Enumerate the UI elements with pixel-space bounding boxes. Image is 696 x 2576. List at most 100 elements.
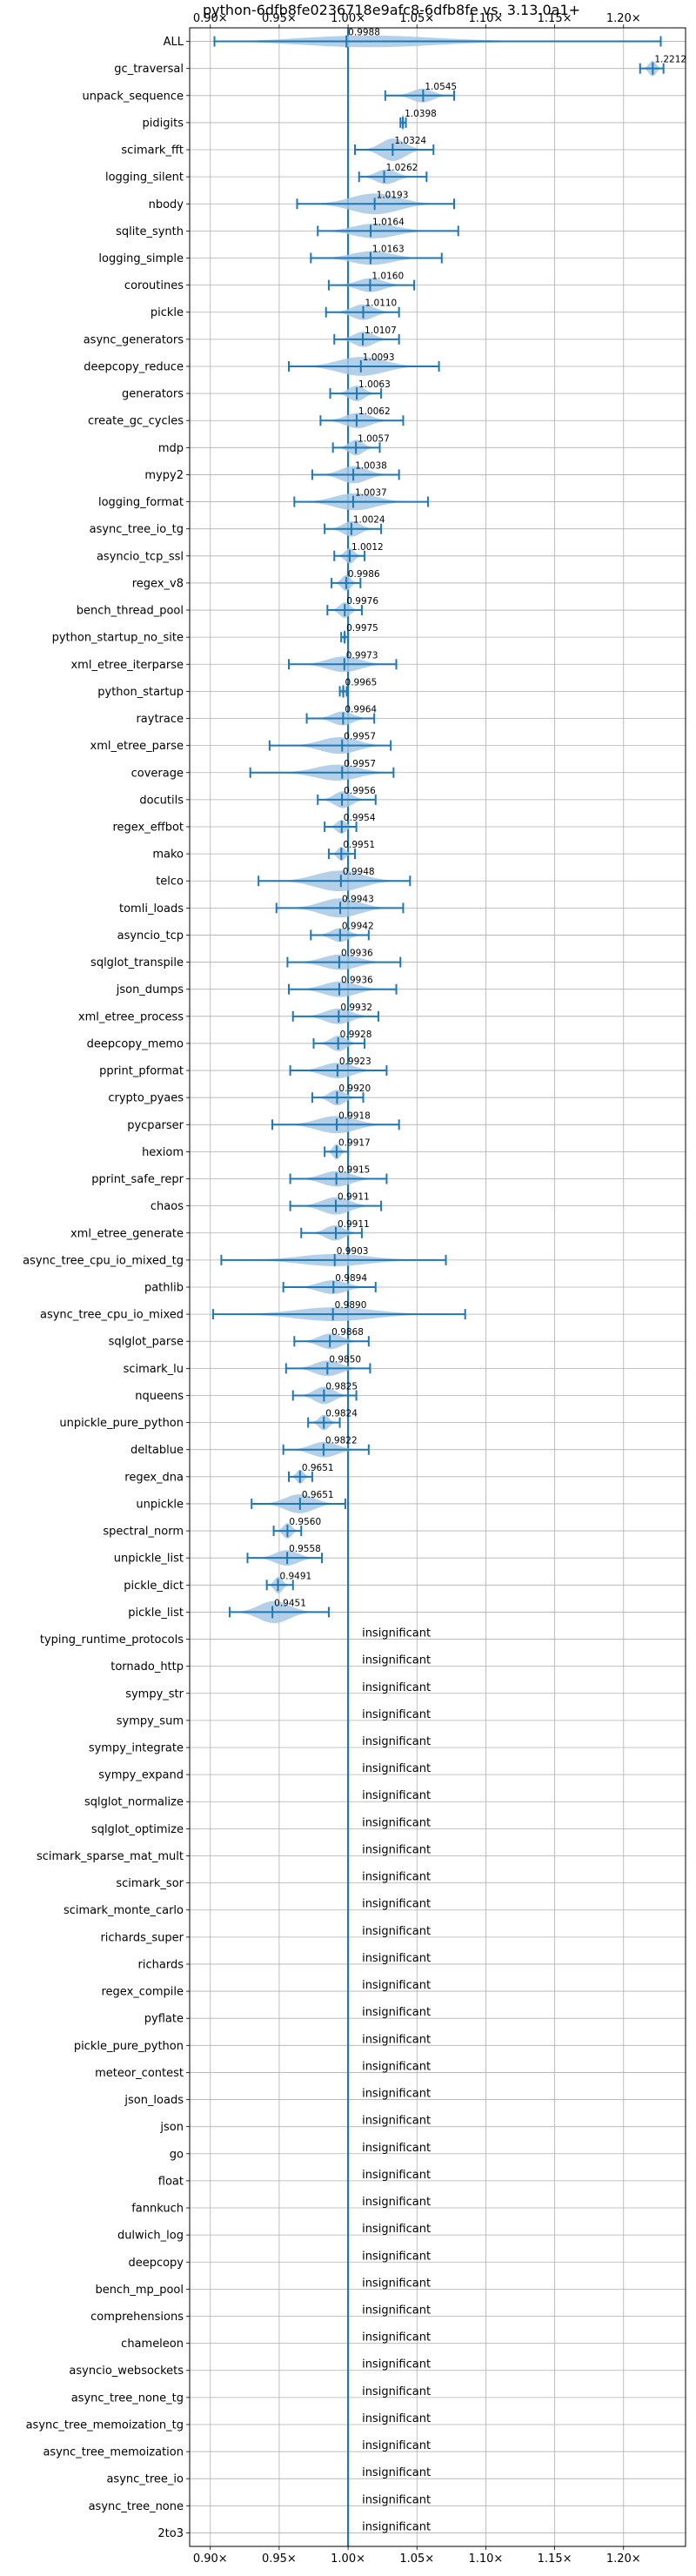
value-label: 0.9911 [338, 1192, 370, 1203]
x-tick-label-top: 1.00× [331, 12, 365, 25]
benchmark-label: asyncio_tcp [117, 929, 184, 943]
value-label: 0.9850 [329, 1354, 361, 1365]
value-label: 1.0024 [353, 515, 385, 526]
benchmark-label: sqlglot_normalize [84, 1796, 184, 1809]
value-label: 0.9928 [340, 1030, 372, 1040]
benchmark-label: regex_dna [124, 1471, 184, 1484]
value-label: 0.9825 [325, 1381, 358, 1392]
benchmark-label: python_startup_no_site [52, 632, 184, 645]
benchmark-label: async_generators [84, 333, 184, 346]
insignificant-label: insignificant [362, 2358, 431, 2371]
benchmark-label: sympy_sum [117, 1714, 184, 1727]
benchmark-label: pickle_pure_python [74, 2040, 184, 2053]
insignificant-label: insignificant [362, 2088, 431, 2101]
insignificant-label: insignificant [362, 1898, 431, 1911]
benchmark-label: pyflate [144, 2013, 184, 2026]
benchmark-label: nqueens [135, 1390, 184, 1403]
insignificant-label: insignificant [362, 2277, 431, 2290]
benchmark-label: telco [156, 875, 184, 889]
insignificant-label: insignificant [362, 2142, 431, 2155]
value-label: 0.9948 [343, 867, 375, 877]
x-tick-label-bottom: 0.90× [193, 2553, 228, 2566]
value-label: 0.9903 [337, 1246, 369, 1257]
insignificant-label: insignificant [362, 2033, 431, 2046]
insignificant-label: insignificant [362, 1789, 431, 1802]
benchmark-label: unpickle_list [114, 1553, 184, 1566]
benchmark-label: asyncio_websockets [69, 2365, 184, 2378]
insignificant-label: insignificant [362, 1952, 431, 1965]
insignificant-label: insignificant [362, 2304, 431, 2317]
value-label: 0.9988 [348, 28, 380, 38]
benchmark-label: richards_super [100, 1931, 184, 1944]
benchmark-label: pickle_list [128, 1607, 184, 1620]
benchmark-label: asyncio_tcp_ssl [97, 550, 184, 563]
benchmark-label: mako [152, 849, 184, 862]
insignificant-label: insignificant [362, 1762, 431, 1775]
value-label: 1.0398 [405, 109, 437, 119]
x-tick-label-bottom: 1.10× [468, 2553, 503, 2566]
benchmark-label: coverage [131, 767, 184, 780]
insignificant-label: insignificant [362, 2385, 431, 2398]
benchmark-label: json_loads [124, 2094, 184, 2107]
value-label: 0.9923 [339, 1057, 371, 1067]
insignificant-label: insignificant [362, 1654, 431, 1667]
benchmark-label: chameleon [121, 2338, 184, 2351]
value-label: 1.0160 [371, 272, 404, 282]
value-label: 0.9560 [289, 1517, 321, 1527]
value-label: 1.0012 [351, 542, 384, 553]
benchmark-label: async_tree_none [89, 2500, 184, 2513]
benchmark-label: async_tree_io [106, 2473, 184, 2486]
benchmark-label: async_tree_none_tg [71, 2392, 184, 2405]
value-label: 0.9651 [302, 1490, 334, 1500]
benchmark-label: deepcopy [128, 2257, 184, 2270]
benchmark-label: xml_etree_generate [70, 1227, 184, 1240]
benchmark-label: logging_format [98, 496, 184, 509]
insignificant-label: insignificant [362, 1627, 431, 1640]
x-tick-label-bottom: 1.00× [331, 2553, 365, 2566]
value-label: 1.0093 [363, 352, 395, 363]
benchmark-label: regex_compile [101, 1986, 184, 1999]
benchmark-label: logging_simple [98, 252, 184, 265]
value-label: 0.9932 [340, 1003, 372, 1013]
value-label: 0.9986 [348, 569, 380, 580]
benchmark-label: meteor_contest [95, 2067, 184, 2080]
value-label: 0.9911 [338, 1219, 370, 1230]
value-label: 1.0062 [358, 406, 391, 417]
x-tick-label-top: 0.95× [262, 12, 297, 25]
benchmark-label: unpickle_pure_python [59, 1417, 184, 1430]
value-label: 0.9975 [346, 623, 378, 634]
benchmark-label: scimark_sor [116, 1877, 184, 1890]
value-label: 0.9965 [345, 677, 378, 688]
value-label: 1.0324 [394, 136, 426, 146]
insignificant-label: insignificant [362, 2331, 431, 2345]
benchmark-label: crypto_pyaes [108, 1092, 184, 1105]
benchmark-label: bench_thread_pool [77, 605, 184, 618]
benchmark-label: xml_etree_iterparse [70, 659, 184, 672]
benchmark-label: json_dumps [116, 983, 184, 996]
value-label: 0.9951 [343, 840, 375, 850]
benchmark-label: scimark_sparse_mat_mult [37, 1850, 184, 1863]
benchmark-label: gc_traversal [114, 63, 184, 76]
insignificant-label: insignificant [362, 2520, 431, 2533]
insignificant-label: insignificant [362, 2493, 431, 2506]
plot-frame [189, 27, 686, 2547]
benchmark-label: async_tree_memoization_tg [26, 2418, 184, 2432]
benchmark-label: async_tree_io_tg [90, 523, 184, 536]
benchmark-label: json [159, 2121, 184, 2134]
value-label: 1.0038 [355, 460, 387, 471]
insignificant-label: insignificant [362, 1816, 431, 1829]
benchmark-label: sqlglot_parse [109, 1336, 184, 1349]
insignificant-label: insignificant [362, 2169, 431, 2182]
benchmark-label: mdp [158, 442, 184, 455]
benchmark-label: sympy_str [125, 1687, 184, 1701]
insignificant-label: insignificant [362, 1925, 431, 1938]
value-label: 0.9824 [325, 1409, 358, 1419]
benchmark-label: sqlglot_transpile [90, 956, 184, 969]
value-label: 1.0107 [365, 325, 397, 336]
benchmark-label: hexiom [142, 1146, 184, 1159]
benchmark-label: docutils [139, 794, 184, 807]
benchmark-label: pickle_dict [124, 1580, 184, 1593]
chart-title: python-6dfb8fe0236718e9afc8-6dfb8fe vs. … [203, 2, 580, 18]
